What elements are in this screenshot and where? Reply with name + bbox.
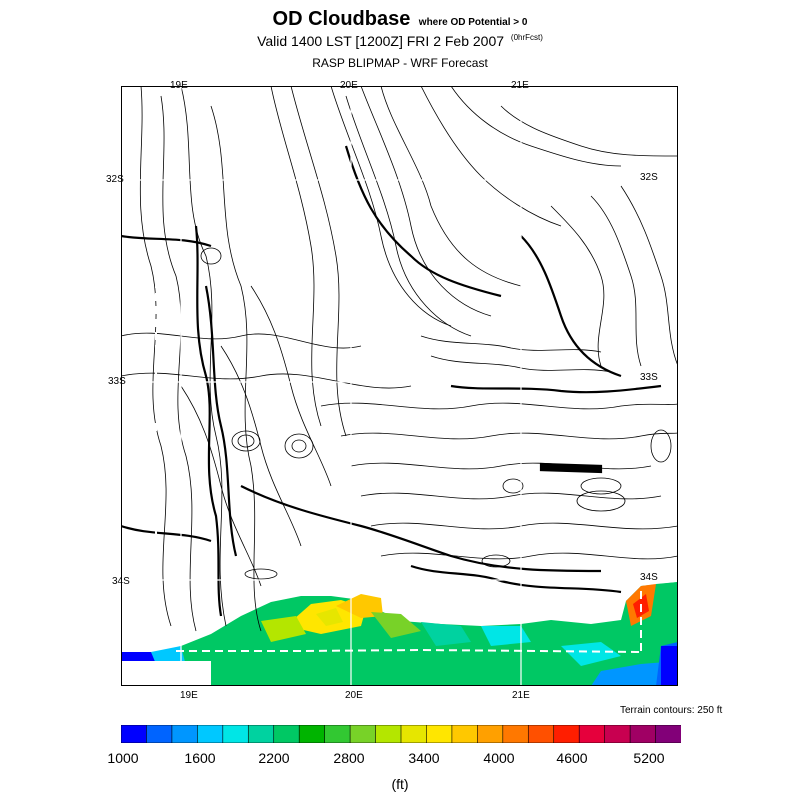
colorbar	[121, 725, 681, 743]
colorbar-swatch	[553, 725, 580, 743]
colorbar-swatch	[629, 725, 657, 743]
colorbar-swatch	[247, 725, 275, 743]
colorbar-swatch	[477, 725, 504, 743]
forecast-tag: (0hrFcst)	[510, 33, 543, 42]
lon-label-top-20e: 20E	[340, 80, 358, 91]
colorbar-swatch	[502, 725, 530, 743]
colorbar-swatch	[426, 725, 453, 743]
coastline	[155, 176, 642, 653]
colorbar-tick: 5200	[633, 750, 665, 766]
colorbar-tick: 4600	[556, 750, 588, 766]
colorbar-swatch	[121, 725, 148, 743]
lat-label-right-32s: 32S	[640, 172, 658, 183]
colorbar-swatch	[324, 725, 351, 743]
colorbar-swatch	[349, 725, 377, 743]
heavy-contours	[121, 145, 662, 617]
colorbar-swatch	[146, 725, 173, 743]
lat-label-right-34s: 34S	[640, 572, 658, 583]
colorbar-swatch	[197, 725, 224, 743]
colorbar-tick: 1600	[184, 750, 216, 766]
colorbar-swatch	[375, 725, 402, 743]
lon-label-bottom-21e: 21E	[512, 690, 530, 701]
lat-lon-grid	[121, 86, 678, 686]
terrain-contours	[121, 86, 678, 632]
lat-label-left-34s: 34S	[112, 576, 130, 587]
colorbar-tick: 4000	[483, 750, 515, 766]
colorbar-swatch	[527, 725, 555, 743]
colorbar-tick: 3400	[408, 750, 440, 766]
lon-label-top-19e: 19E	[170, 80, 188, 91]
lat-label-left-33s: 33S	[108, 376, 126, 387]
colorbar-swatch	[400, 725, 428, 743]
colorbar-swatch	[222, 725, 250, 743]
map-frame	[121, 86, 678, 686]
colorbar-swatch	[451, 725, 479, 743]
title-main: OD Cloudbase	[272, 8, 411, 30]
source-label: RASP BLIPMAP - WRF Forecast	[312, 56, 488, 70]
valid-time-text: Valid 1400 LST [1200Z] FRI 2 Feb 2007	[257, 33, 505, 49]
colorbar-swatch	[273, 725, 300, 743]
cloudbase-fill	[121, 582, 678, 686]
map-title: OD Cloudbase where OD Potential > 0	[0, 8, 800, 31]
colorbar-tick: 2800	[333, 750, 365, 766]
valid-time: Valid 1400 LST [1200Z] FRI 2 Feb 2007 (0…	[0, 33, 800, 49]
colorbar-swatch	[604, 725, 631, 743]
lat-label-right-33s: 33S	[640, 372, 658, 383]
colorbar-swatch	[298, 725, 326, 743]
colorbar-swatch	[655, 725, 681, 743]
colorbar-tick: 1000	[107, 750, 139, 766]
lon-label-bottom-19e: 19E	[180, 690, 198, 701]
lat-label-left-32s: 32S	[106, 174, 124, 185]
colorbar-tick: 2200	[258, 750, 290, 766]
lon-label-bottom-20e: 20E	[345, 690, 363, 701]
lon-label-top-21e: 21E	[511, 80, 529, 91]
colorbar-swatch	[171, 725, 199, 743]
colorbar-swatch	[578, 725, 606, 743]
terrain-contours-note: Terrain contours: 250 ft	[620, 705, 723, 716]
colorbar-units: (ft)	[391, 776, 409, 792]
forecast-map	[121, 86, 678, 686]
title-qualifier: where OD Potential > 0	[418, 17, 528, 28]
